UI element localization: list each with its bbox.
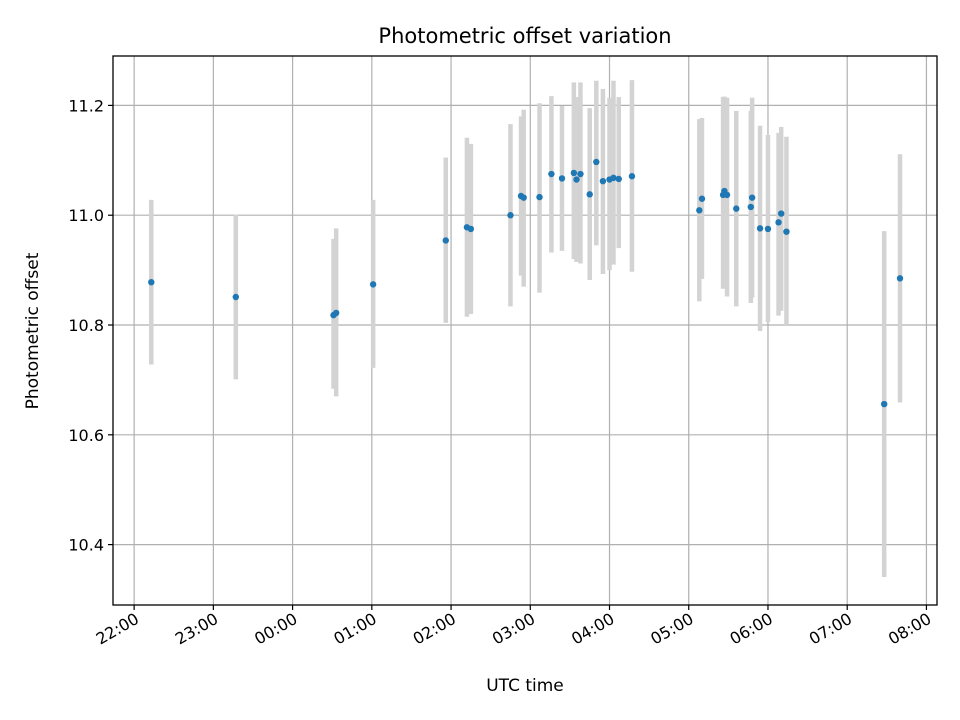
data-point [733,205,740,212]
y-tick-label: 11.0 [68,206,104,225]
data-point [593,158,600,166]
x-tick-label: 07:00 [806,609,855,649]
data-point [628,173,636,180]
x-tick-label: 00:00 [251,609,300,649]
x-tick-label: 03:00 [489,609,538,649]
data-point [507,212,514,219]
y-tick-label: 10.8 [68,316,104,335]
data-point [570,169,578,177]
x-tick-label: 23:00 [172,609,221,649]
data-point [880,400,888,408]
y-tick-label: 10.4 [68,536,104,555]
chart-title: Photometric offset variation [378,24,671,48]
data-point [599,177,607,185]
x-tick-label: 22:00 [93,609,142,649]
x-tick-label: 08:00 [885,609,934,649]
data-point [369,281,377,288]
data-point [586,191,593,198]
data-point [148,278,155,286]
y-tick-label: 10.6 [68,426,104,445]
data-point [748,194,756,201]
data-point [696,207,703,214]
x-tick-label: 04:00 [568,609,617,649]
errorbar-layer [149,80,903,578]
y-axis-label: Photometric offset [23,252,43,409]
data-point [232,293,240,301]
data-point [764,225,772,233]
x-tick-label: 06:00 [727,609,776,649]
data-point [777,210,785,217]
tick-layer: 22:00 23:00 00:00 01:00 02:00 03:00 04:00 05:00… [68,96,934,648]
point-layer [148,158,904,408]
data-point [896,275,904,282]
data-point [467,225,475,233]
x-tick-label: 05:00 [647,609,696,649]
data-point [756,225,764,232]
y-tick-label: 11.2 [68,96,104,115]
data-point [548,170,555,178]
data-point [520,194,527,201]
data-point [775,219,782,226]
data-point [442,237,449,244]
data-point [698,195,706,202]
data-point [783,228,790,235]
plot-frame [112,55,938,606]
data-point [723,191,731,199]
data-point [558,175,566,182]
grid-layer [113,56,937,605]
x-tick-label: 02:00 [410,609,459,649]
data-point [615,175,622,183]
data-point [610,174,617,182]
data-point [573,176,580,183]
x-tick-label: 01:00 [330,609,379,649]
data-point [536,193,543,201]
data-point [747,203,755,211]
data-point [332,309,340,317]
x-axis-label: UTC time [486,676,564,696]
data-point [577,170,584,178]
